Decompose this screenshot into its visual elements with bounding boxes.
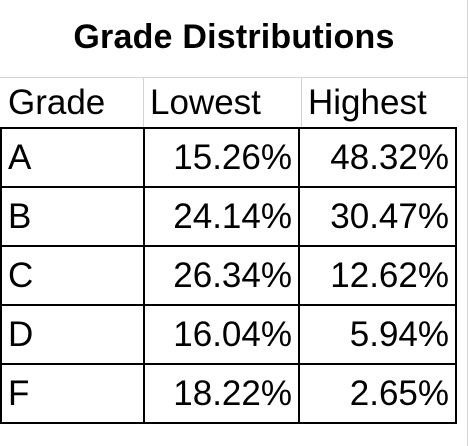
table-row: B 24.14% 30.47% <box>0 186 457 247</box>
gridline <box>301 78 302 128</box>
header-grade[interactable]: Grade <box>8 83 106 122</box>
lowest-cell[interactable]: 15.26% <box>143 127 300 188</box>
grade-cell[interactable]: A <box>0 127 145 188</box>
grade-cell[interactable]: D <box>0 304 145 365</box>
grade-cell[interactable]: C <box>0 245 145 306</box>
gridline <box>143 78 144 128</box>
header-highest[interactable]: Highest <box>308 83 427 122</box>
highest-cell[interactable]: 5.94% <box>298 304 457 365</box>
lowest-cell[interactable]: 26.34% <box>143 245 300 306</box>
table-row: F 18.22% 2.65% <box>0 363 457 424</box>
header-lowest[interactable]: Lowest <box>150 83 261 122</box>
table-title: Grade Distributions <box>73 18 395 56</box>
grade-cell[interactable]: B <box>0 186 145 247</box>
header-row: Grade Lowest Highest <box>0 78 468 128</box>
grade-table: A 15.26% 48.32% B 24.14% 30.47% C 26.34%… <box>0 127 457 424</box>
lowest-cell[interactable]: 24.14% <box>143 186 300 247</box>
table-row: C 26.34% 12.62% <box>0 245 457 306</box>
grade-cell[interactable]: F <box>0 363 145 424</box>
title-cell[interactable]: Grade Distributions <box>0 0 468 78</box>
lowest-cell[interactable]: 16.04% <box>143 304 300 365</box>
table-row: A 15.26% 48.32% <box>0 127 457 188</box>
highest-cell[interactable]: 12.62% <box>298 245 457 306</box>
highest-cell[interactable]: 48.32% <box>298 127 457 188</box>
table-row: D 16.04% 5.94% <box>0 304 457 365</box>
highest-cell[interactable]: 30.47% <box>298 186 457 247</box>
lowest-cell[interactable]: 18.22% <box>143 363 300 424</box>
highest-cell[interactable]: 2.65% <box>298 363 457 424</box>
